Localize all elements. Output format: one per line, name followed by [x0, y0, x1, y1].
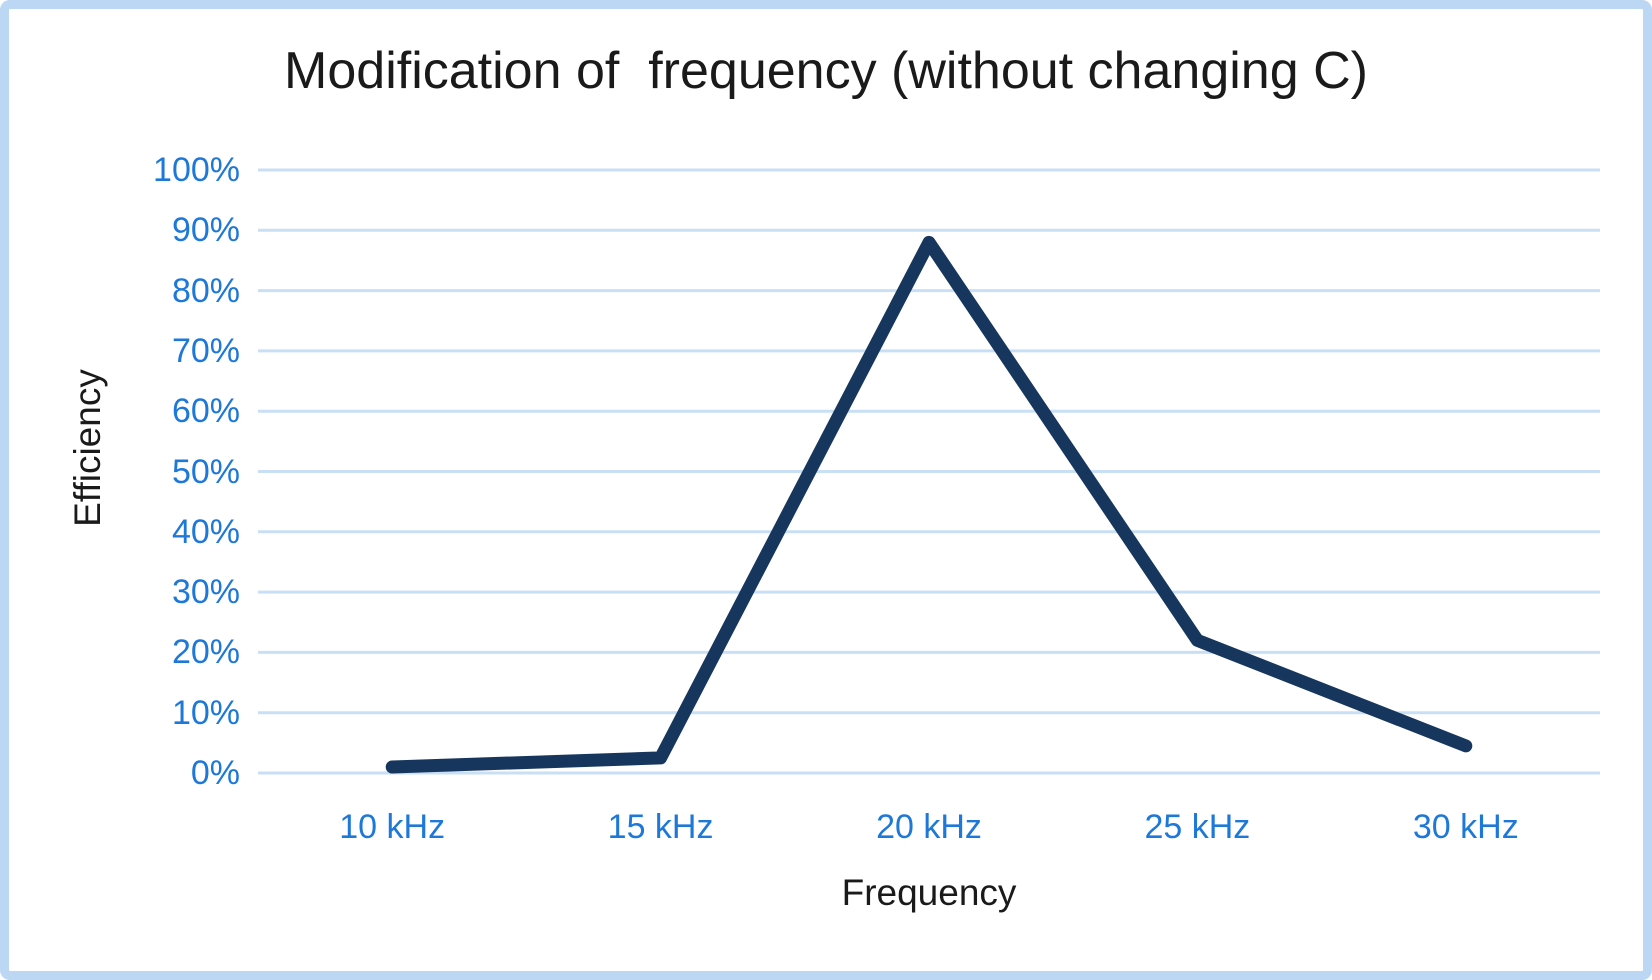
y-tick-label: 60% — [171, 392, 240, 431]
y-tick-label: 50% — [171, 452, 240, 491]
y-tick-label: 90% — [171, 211, 240, 250]
y-tick-label: 80% — [171, 271, 240, 310]
x-tick-label: 25 kHz — [1144, 808, 1251, 846]
x-tick-label: 10 kHz — [339, 808, 446, 846]
y-axis-title: Efficiency — [67, 369, 108, 527]
y-tick-label: 30% — [171, 573, 240, 612]
y-tick-label: 20% — [171, 633, 240, 672]
efficiency-line-series — [385, 235, 1473, 774]
x-axis-title: Frequency — [841, 872, 1017, 913]
chart-title: Modification of frequency (without chang… — [284, 42, 1368, 100]
x-tick-label: 30 kHz — [1412, 808, 1519, 846]
y-tick-label: 100% — [153, 151, 240, 189]
y-tick-label: 10% — [171, 693, 240, 732]
y-tick-label: 70% — [171, 331, 240, 370]
y-tick-label: 40% — [171, 512, 240, 551]
x-tick-label: 20 kHz — [876, 808, 982, 846]
line-chart-svg — [258, 168, 1600, 775]
x-tick-label: 15 kHz — [607, 808, 714, 846]
y-tick-label: 0% — [190, 754, 240, 792]
